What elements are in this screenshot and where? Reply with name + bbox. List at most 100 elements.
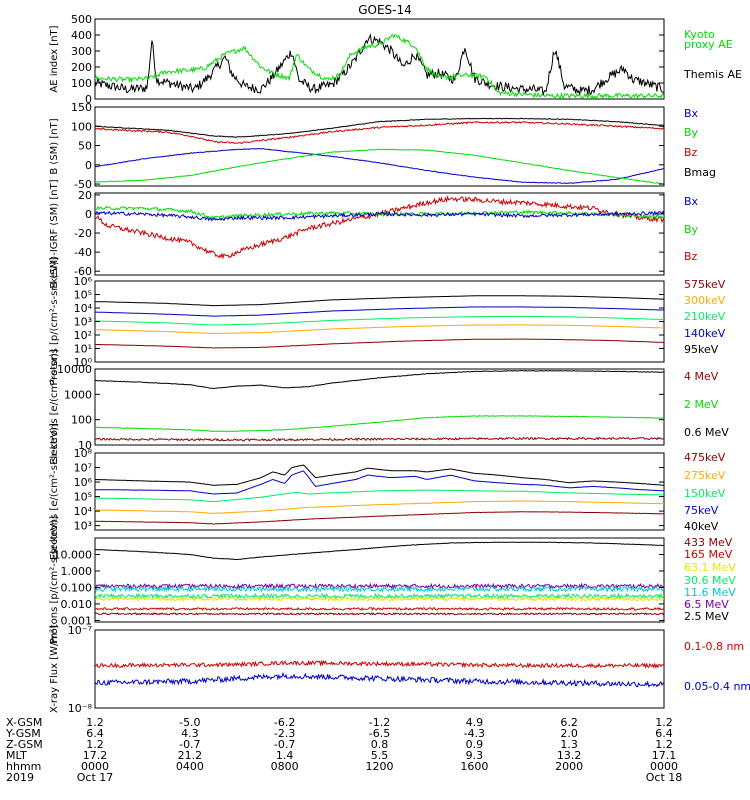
- xaxis-value: 4.3: [181, 727, 199, 740]
- panel-frame: [94, 629, 665, 709]
- tick-label: -50: [74, 178, 92, 191]
- series-group: [95, 117, 664, 185]
- xaxis-value: 0.9: [466, 738, 484, 751]
- xaxis-value: 21.2: [178, 749, 203, 762]
- series-line: [95, 195, 664, 260]
- legend-label: 210keV: [684, 310, 726, 323]
- series-line: [95, 470, 664, 495]
- tick-label: 0.001: [61, 614, 93, 627]
- legend-label: 575keV: [684, 278, 726, 291]
- xaxis-value: 4.9: [466, 716, 484, 729]
- legend-label: 165 MeV: [684, 548, 733, 561]
- series-line: [95, 33, 664, 99]
- xaxis-value: 0800: [271, 760, 299, 773]
- series-line: [95, 436, 664, 442]
- xaxis-row-label: Y-GSM: [5, 727, 41, 740]
- axis-label: Electrons [e/(cm²-s-sr-keV)]: [49, 423, 60, 560]
- xaxis-value: -0.7: [179, 738, 200, 751]
- panel-frame: [94, 280, 665, 363]
- xaxis-value: -5.0: [179, 716, 200, 729]
- tick-label: 10³: [74, 316, 92, 329]
- legend-label: 275keV: [684, 469, 726, 482]
- legend-label: 11.6 MeV: [684, 586, 736, 599]
- tick-label: 10⁻⁷: [68, 624, 92, 637]
- xaxis-value: 1.2: [86, 738, 104, 751]
- series-line: [95, 415, 664, 433]
- series-line: [95, 295, 664, 307]
- series-group: [95, 659, 664, 688]
- axis-label: Protons [p/(cm²-s-sr-keV)]: [49, 516, 60, 644]
- tick-label: 10⁶: [74, 275, 93, 288]
- tick-label: 1000: [64, 388, 92, 401]
- xaxis-value: -4.3: [464, 727, 485, 740]
- tick-label: 10⁷: [74, 462, 92, 475]
- tick-label: 100: [71, 77, 92, 90]
- xaxis-value: 0000: [81, 760, 109, 773]
- xaxis-value: 6.2: [560, 716, 578, 729]
- series-line: [95, 541, 664, 560]
- legend-label: 475keV: [684, 451, 726, 464]
- legend-label: 30.6 MeV: [684, 574, 736, 587]
- tick-label: 400: [71, 29, 92, 42]
- xaxis-value: -6.5: [369, 727, 390, 740]
- series-line: [95, 671, 664, 688]
- xaxis-value: 1.2: [655, 716, 673, 729]
- series-line: [95, 595, 664, 602]
- xaxis-row-label: X-GSM: [6, 716, 42, 729]
- series-line: [95, 210, 664, 222]
- series-line: [95, 592, 664, 600]
- legend-label: 150keV: [684, 487, 726, 500]
- xaxis-value: 17.1: [652, 749, 677, 762]
- panel-frame: [94, 106, 665, 187]
- xaxis-value: 2.0: [560, 727, 578, 740]
- xaxis-value: 6.4: [86, 727, 104, 740]
- panel-1: 500 400 300 200 100 0 AE index [nT] Kyotoproxy …: [49, 13, 742, 106]
- legend-label: proxy AE: [684, 38, 733, 51]
- series-line: [95, 148, 664, 185]
- series-group: [95, 369, 664, 442]
- tick-label: 10⁶: [74, 476, 93, 489]
- legend-label: 0.6 MeV: [684, 426, 729, 439]
- series-line: [95, 147, 664, 185]
- panel-8: 10⁻⁷ 10⁻⁸ X-ray Flux [W/m²] 0.1-0.8 nm 0.05-…: [49, 624, 750, 715]
- legend-label: 4 MeV: [684, 370, 719, 383]
- tick-label: 100: [71, 414, 92, 427]
- tick-label: 0: [85, 208, 92, 221]
- tick-label: 100: [71, 120, 92, 133]
- series-line: [95, 117, 664, 138]
- series-line: [95, 584, 664, 594]
- legend-label: 433 MeV: [684, 536, 733, 549]
- axis-label: Electrons [e/(cm²-s-sr)]: [49, 349, 60, 465]
- xaxis-value: Oct 18: [646, 771, 683, 784]
- xaxis-value: -6.2: [274, 716, 295, 729]
- legend-label: 2.5 MeV: [684, 610, 729, 623]
- series-line: [95, 369, 664, 390]
- tick-label: 10: [78, 439, 92, 452]
- series-group: [95, 195, 664, 260]
- legend-label: 2 MeV: [684, 398, 719, 411]
- legend-label: By: [684, 126, 699, 139]
- xaxis-value: 1.3: [560, 738, 578, 751]
- tick-label: 10⁻⁸: [68, 702, 93, 715]
- series-line: [95, 120, 664, 145]
- panel-5: 10000 1000 100 10 Electrons [e/(cm²-s-sr)] 4 …: [49, 349, 729, 465]
- xaxis-value: -0.7: [274, 738, 295, 751]
- series-line: [95, 500, 664, 514]
- xaxis-value: 0000: [650, 760, 678, 773]
- series-line: [95, 464, 664, 486]
- series-line: [95, 306, 664, 317]
- legend-label: 300keV: [684, 294, 726, 307]
- xaxis-value: 17.2: [83, 749, 108, 762]
- panel-frame: [94, 18, 665, 100]
- xaxis-value: 1200: [366, 760, 394, 773]
- tick-label: 20: [78, 189, 92, 202]
- panel-frame: [94, 537, 665, 623]
- xaxis-value: 1600: [460, 760, 488, 773]
- panel-frame: [94, 452, 665, 531]
- series-group: [95, 295, 664, 349]
- axis-label: X-ray Flux [W/m²]: [49, 625, 60, 713]
- tick-label: 10⁴: [74, 505, 93, 518]
- panel-frame: [94, 192, 665, 276]
- series-line: [95, 659, 664, 670]
